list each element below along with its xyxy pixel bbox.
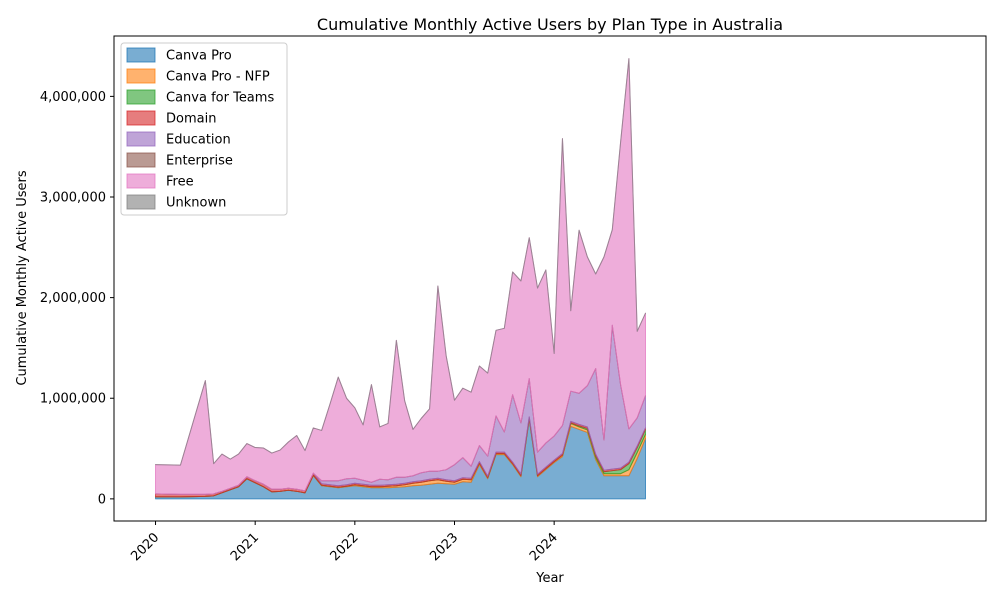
- plot-area: [155, 58, 646, 500]
- legend-swatch-enterprise: [126, 152, 156, 168]
- legend-swatch-education: [126, 131, 156, 147]
- legend-label-enterprise: Enterprise: [166, 154, 233, 169]
- legend-label-free: Free: [166, 175, 194, 190]
- plot-frame: [113, 35, 987, 522]
- legend-swatch-domain: [126, 110, 156, 126]
- legend-label-unknown: Unknown: [166, 196, 226, 211]
- y-tick-label: 3,000,000: [40, 190, 106, 205]
- legend-swatch-canva-for-teams: [126, 89, 156, 105]
- legend-swatch-unknown: [126, 194, 156, 210]
- area-series-group: [155, 58, 646, 500]
- legend-label-canva-pro: Canva Pro: [166, 49, 232, 64]
- x-axis-label: Year: [535, 571, 564, 586]
- y-tick-label: 1,000,000: [40, 392, 106, 407]
- y-axis-label: Cumulative Monthly Active Users: [15, 170, 30, 385]
- legend: Canva Pro Canva Pro - NFP Canva for Teams D…: [120, 42, 288, 216]
- area-unknown: [155, 58, 646, 466]
- legend-items: Canva Pro Canva Pro - NFP Canva for Teams D…: [126, 47, 274, 211]
- legend-label-education: Education: [166, 133, 231, 148]
- legend-box: [120, 42, 288, 216]
- y-axis: 0 1,000,000 2,000,000 3,000,000 4,000,000: [40, 90, 114, 507]
- legend-label-canva-pro-nfp: Canva Pro - NFP: [166, 70, 270, 85]
- legend-swatch-canva-pro: [126, 47, 156, 63]
- y-tick-label: 4,000,000: [40, 90, 106, 105]
- legend-label-domain: Domain: [166, 112, 216, 127]
- legend-swatch-free: [126, 173, 156, 189]
- y-tick-label: 2,000,000: [40, 291, 106, 306]
- y-tick-label: 0: [98, 492, 106, 507]
- chart-title: Cumulative Monthly Active Users by Plan …: [317, 15, 783, 34]
- legend-swatch-canva-pro-nfp: [126, 68, 156, 84]
- legend-label-canva-for-teams: Canva for Teams: [166, 91, 274, 106]
